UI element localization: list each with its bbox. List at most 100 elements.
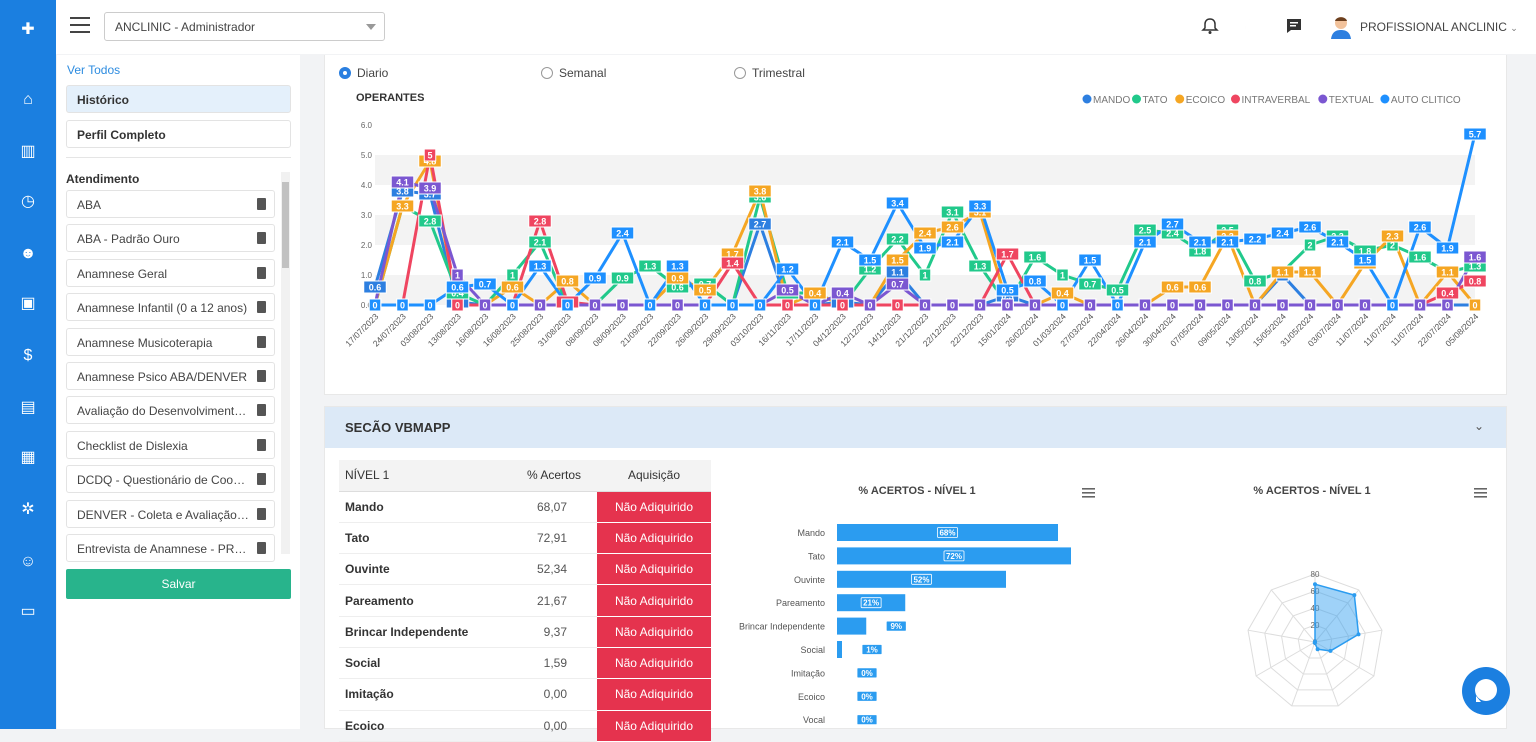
clipboard-icon[interactable]: ▤: [20, 399, 36, 416]
hamburger-menu-icon[interactable]: [1474, 488, 1487, 498]
list-item[interactable]: Entrevista de Anamnese - PROTOCOLO: [66, 534, 275, 562]
data-label: 1.7: [1001, 250, 1014, 260]
clipboard-icon[interactable]: [257, 404, 266, 417]
data-label: 0.7: [891, 280, 904, 290]
clipboard-icon[interactable]: [257, 232, 266, 245]
row-label: Social: [339, 647, 511, 680]
period-label: Semanal: [559, 66, 607, 80]
clipboard-icon[interactable]: [257, 542, 266, 554]
clipboard-icon[interactable]: [257, 370, 266, 382]
archive-icon[interactable]: ▭: [20, 603, 36, 620]
ver-todos-link[interactable]: Ver Todos: [67, 63, 121, 77]
data-label-box: [808, 298, 822, 312]
menu-icon[interactable]: [70, 17, 90, 33]
data-label-box: [616, 298, 629, 312]
data-label: 0: [840, 301, 845, 311]
dollar-icon[interactable]: $: [23, 347, 33, 364]
chart-icon[interactable]: ▥: [20, 143, 36, 160]
period-radio-diario[interactable]: Diario: [339, 66, 388, 80]
message-icon[interactable]: [1284, 17, 1304, 37]
bar-value-label: 9%: [890, 622, 902, 631]
book-icon[interactable]: ▦: [20, 449, 36, 466]
chevron-down-icon[interactable]: ⌄: [1473, 419, 1484, 433]
period-radio-semanal[interactable]: Semanal: [541, 66, 606, 80]
section-header[interactable]: SECÃO VBMAPP ⌄: [325, 407, 1506, 448]
table-header: NÍVEL 1: [339, 460, 511, 492]
medical-kit-icon[interactable]: ▣: [20, 295, 36, 312]
add-user-icon[interactable]: ☻: [19, 245, 37, 262]
data-label-box: [671, 298, 684, 312]
status-badge: Não Adiquirido: [597, 678, 711, 711]
data-label: 0: [510, 301, 515, 311]
data-label: 2.1: [836, 238, 849, 248]
period-radio-trimestral[interactable]: Trimestral: [734, 66, 805, 80]
clipboard-icon[interactable]: [257, 438, 266, 451]
data-label-box: [1243, 232, 1267, 246]
data-label-box: [423, 148, 437, 162]
data-label: 2.5: [1139, 226, 1152, 236]
user-menu[interactable]: PROFISSIONAL ANCLINIC ⌄: [1360, 20, 1518, 34]
bar-category-label: Social: [800, 645, 825, 655]
user-settings-icon[interactable]: ☺: [19, 553, 37, 570]
bar-category-label: Vocal: [803, 715, 825, 725]
chat-button[interactable]: [1462, 667, 1510, 715]
data-label-box: [561, 298, 574, 312]
data-label-box: [1276, 298, 1289, 312]
data-label-box: [1188, 235, 1212, 249]
historico-button[interactable]: Histórico: [66, 85, 291, 113]
data-label: 0.6: [1166, 283, 1179, 293]
clipboard-icon[interactable]: [257, 335, 266, 348]
list-item[interactable]: Checklist de Dislexia: [66, 430, 275, 459]
data-label: 1.2: [781, 265, 794, 275]
list-item[interactable]: ABA - Padrão Ouro: [66, 224, 275, 253]
data-label-box: [995, 247, 1020, 261]
data-label: 0.9: [589, 274, 602, 284]
clipboard-icon[interactable]: [257, 301, 266, 314]
data-label: 3.1: [946, 208, 959, 218]
chevron-down-icon: ⌄: [1510, 23, 1518, 33]
salvar-button[interactable]: Salvar: [66, 569, 291, 599]
gear-icon[interactable]: ✲: [21, 501, 35, 518]
list-item[interactable]: Anamnese Infantil (0 a 12 anos): [66, 293, 275, 322]
clipboard-icon[interactable]: [257, 266, 266, 279]
list-item[interactable]: DCDQ - Questionário de Coordenação: [66, 465, 275, 494]
list-item[interactable]: ABA: [66, 190, 275, 218]
clipboard-icon[interactable]: [257, 507, 266, 520]
clock-icon[interactable]: ◷: [21, 193, 35, 210]
list-item[interactable]: Anamnese Musicoterapia: [66, 327, 275, 356]
data-label: 0: [1252, 301, 1257, 311]
bell-icon[interactable]: [1200, 17, 1220, 37]
avatar[interactable]: [1330, 15, 1352, 39]
logo-icon[interactable]: ✚: [21, 21, 35, 38]
data-label: 0: [647, 301, 652, 311]
row-label: Pareamento: [339, 584, 511, 617]
home-icon[interactable]: ⌂: [23, 91, 33, 108]
perfil-completo-button[interactable]: Perfil Completo: [66, 120, 291, 148]
data-label: 0: [950, 301, 955, 311]
list-item[interactable]: DENVER - Coleta e Avaliação - Padrão: [66, 499, 275, 528]
moon-icon[interactable]: [1240, 17, 1260, 37]
list-item[interactable]: Anamnese Psico ABA/DENVER: [66, 362, 275, 390]
chart-title: % ACERTOS - NÍVEL 1: [858, 484, 975, 497]
clinic-select[interactable]: ANCLINIC - Administrador: [104, 12, 385, 41]
clipboard-icon[interactable]: [257, 473, 266, 486]
data-label-box: [775, 283, 800, 297]
hamburger-menu-icon[interactable]: [1082, 488, 1095, 498]
bar-value-label: 72%: [946, 552, 962, 561]
bar-label-box: [860, 597, 882, 609]
bar-category-label: Ecoico: [798, 692, 825, 702]
data-label: 2.7: [1166, 220, 1179, 230]
data-label-box: [1083, 298, 1097, 312]
clipboard-icon[interactable]: [257, 198, 266, 210]
data-label: 1.2: [864, 265, 877, 275]
data-label: 0: [730, 301, 735, 311]
radar-point: [1328, 648, 1333, 653]
data-label-box: [1188, 280, 1212, 294]
list-item[interactable]: Anamnese Geral: [66, 258, 275, 287]
data-label: 0: [592, 301, 597, 311]
y-tick-label: 2.0: [361, 241, 373, 250]
scrollbar[interactable]: [281, 172, 290, 554]
list-item[interactable]: Avaliação do Desenvolvimento do Bebê: [66, 396, 275, 425]
legend-marker: [1231, 94, 1240, 104]
data-label-box: [1160, 217, 1185, 231]
